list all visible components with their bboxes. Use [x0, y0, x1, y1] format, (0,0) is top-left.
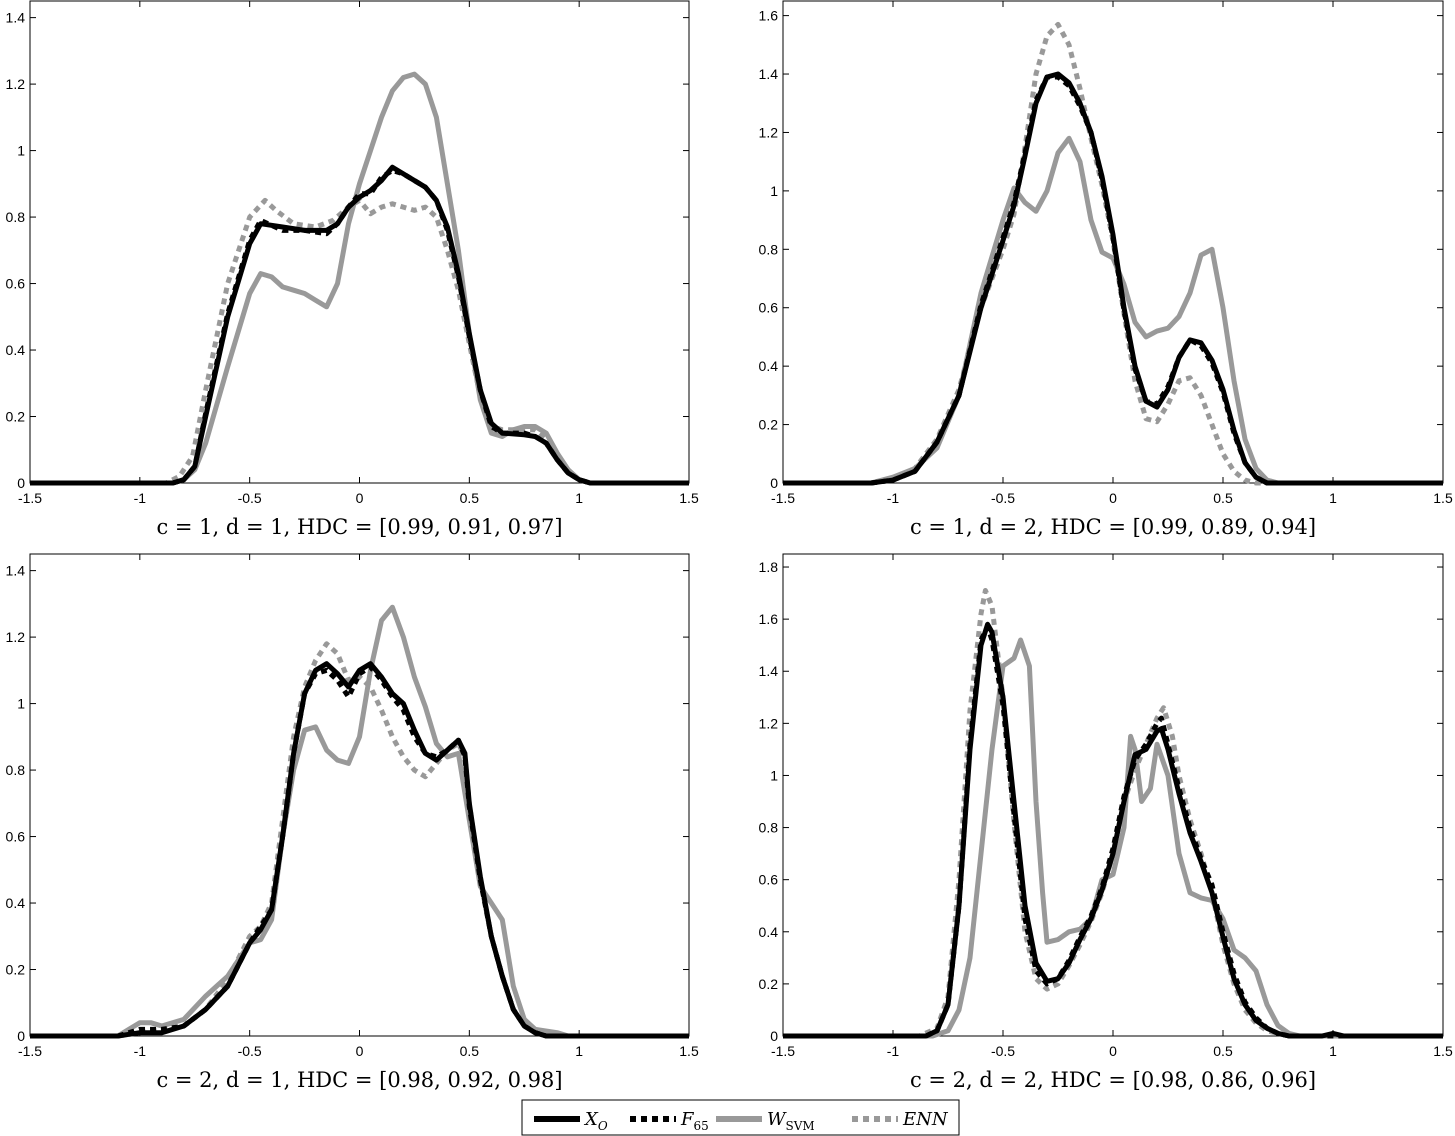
x-tick-label: -0.5 [238, 1043, 262, 1059]
subplot-3: -1.5 -1 -0.5 0 0.5 1 1.5 0 0.2 0.4 0.6 0.8 1 1.2 1.4 c … [6, 553, 699, 1092]
x-tick-label: 0 [1109, 1043, 1117, 1059]
y-tick-label: 0.8 [6, 209, 26, 225]
x-tick-label: 1 [1329, 490, 1337, 506]
y-tick-label: 0.2 [759, 976, 779, 992]
y-tick-label: 0 [770, 1028, 778, 1044]
series-line-x-o [30, 164, 689, 486]
series-line-x-o [783, 71, 1443, 486]
y-tick-label: 1.4 [6, 10, 26, 26]
legend-label: ENN [902, 1109, 949, 1130]
legend: XO F65 WSVM ENN [521, 1099, 960, 1136]
x-tick-label: 1.5 [1433, 490, 1453, 506]
y-tick-label: 1.4 [759, 663, 779, 679]
y-tick-label: 1.4 [6, 563, 26, 579]
axes-box [29, 0, 690, 484]
x-tick-label: -1 [134, 1043, 147, 1059]
subplot-2: -1.5 -1 -0.5 0 0.5 1 1.5 0 0.2 0.4 0.6 0.8 1 1.2 1.4 1.… [759, 0, 1453, 539]
y-tick-label: 0 [770, 475, 778, 491]
x-tick-label: 0 [356, 1043, 364, 1059]
x-tick-label: 0 [1109, 490, 1117, 506]
y-tick-label: 0.8 [759, 241, 779, 257]
y-tick-label: 0.2 [6, 962, 26, 978]
x-tick-label: -1.5 [18, 1043, 42, 1059]
x-tick-label: 1.5 [679, 490, 699, 506]
x-tick-label: 1.5 [1433, 1043, 1453, 1059]
x-tick-label: -0.5 [991, 490, 1015, 506]
subplot-caption: c = 1, d = 1, HDC = [0.99, 0.91, 0.97] [156, 515, 562, 539]
series-line-enn [30, 197, 689, 486]
y-tick-label: 0.4 [759, 924, 779, 940]
series-line-w-svm [783, 135, 1443, 486]
y-tick-label: 1.6 [759, 8, 779, 24]
series-line-f-65 [30, 664, 689, 1039]
series-line-f-65 [30, 168, 689, 486]
y-tick-label: 1.8 [759, 559, 779, 575]
x-tick-label: -0.5 [238, 490, 262, 506]
subplot-1: -1.5 -1 -0.5 0 0.5 1 1.5 0 0.2 0.4 0.6 0.8 1 1.2 1.4 c … [6, 0, 699, 539]
series-line-x-o [30, 661, 689, 1039]
y-tick-label: 0.8 [759, 820, 779, 836]
y-tick-label: 1.2 [759, 715, 779, 731]
x-tick-label: 0.5 [1213, 1043, 1233, 1059]
x-tick-label: -1 [887, 490, 900, 506]
series-line-w-svm [783, 637, 1443, 1039]
y-tick-label: 0.6 [6, 276, 26, 292]
x-tick-label: 1.5 [679, 1043, 699, 1059]
x-tick-label: -1.5 [771, 1043, 795, 1059]
subplot-caption: c = 2, d = 1, HDC = [0.98, 0.92, 0.98] [156, 1068, 562, 1092]
series-line-f-65 [783, 624, 1443, 1039]
x-tick-label: -1 [887, 1043, 900, 1059]
y-tick-label: 0.6 [759, 300, 779, 316]
legend-label: WSVM [767, 1109, 815, 1133]
x-tick-label: -1.5 [771, 490, 795, 506]
series-line-w-svm [30, 604, 689, 1039]
y-tick-label: 1 [770, 767, 778, 783]
y-tick-label: 1.2 [759, 124, 779, 140]
x-tick-label: -1 [134, 490, 147, 506]
y-tick-label: 0.4 [6, 342, 26, 358]
series-line-enn [783, 588, 1443, 1039]
series-line-enn [30, 641, 689, 1039]
y-tick-label: 1.6 [759, 611, 779, 627]
x-tick-label: 1 [1329, 1043, 1337, 1059]
y-tick-label: 0.2 [759, 417, 779, 433]
y-tick-label: 1.2 [6, 76, 26, 92]
x-tick-label: 0.5 [1213, 490, 1233, 506]
x-tick-label: 0 [356, 490, 364, 506]
series-line-w-svm [30, 71, 689, 486]
y-tick-label: 0 [17, 1028, 25, 1044]
y-tick-label: 1 [17, 143, 25, 159]
x-tick-label: 1 [575, 490, 583, 506]
y-tick-label: 1 [17, 696, 25, 712]
y-tick-label: 0.6 [759, 872, 779, 888]
y-tick-label: 1.2 [6, 629, 26, 645]
subplot-4: -1.5 -1 -0.5 0 0.5 1 1.5 0 0.2 0.4 0.6 0.8 1 1.2 1.4 1.… [759, 553, 1453, 1092]
legend-label: XO [583, 1109, 608, 1133]
legend-label: F65 [680, 1109, 709, 1133]
y-tick-label: 0.8 [6, 762, 26, 778]
y-tick-label: 1.4 [759, 66, 779, 82]
y-tick-label: 1 [770, 183, 778, 199]
axes-box [782, 553, 1444, 1037]
subplot-caption: c = 1, d = 2, HDC = [0.99, 0.89, 0.94] [910, 515, 1316, 539]
x-tick-label: -0.5 [991, 1043, 1015, 1059]
subplot-caption: c = 2, d = 2, HDC = [0.98, 0.86, 0.96] [910, 1068, 1316, 1092]
axes-box [29, 553, 690, 1037]
y-tick-label: 0.2 [6, 409, 26, 425]
y-tick-label: 0 [17, 475, 25, 491]
x-tick-label: 0.5 [460, 490, 480, 506]
series-line-f-65 [783, 74, 1443, 486]
x-tick-label: 0.5 [460, 1043, 480, 1059]
x-tick-label: -1.5 [18, 490, 42, 506]
x-tick-label: 1 [575, 1043, 583, 1059]
y-tick-label: 0.4 [6, 895, 26, 911]
series-line-x-o [783, 621, 1443, 1039]
y-tick-label: 0.6 [6, 829, 26, 845]
y-tick-label: 0.4 [759, 358, 779, 374]
